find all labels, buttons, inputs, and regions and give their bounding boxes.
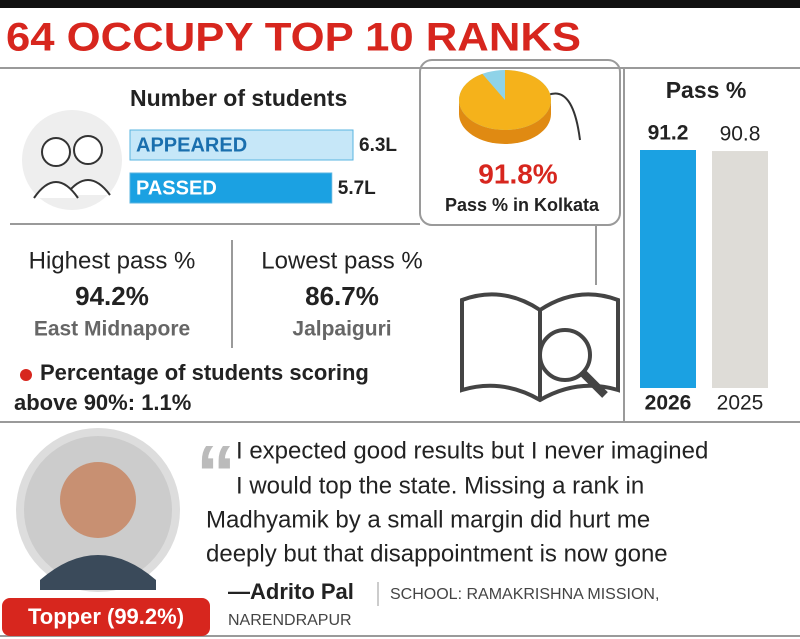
bar [129,129,354,161]
pie-slice [458,70,552,130]
quote-line: Madhyamik by a small margin did hurt me [206,506,650,533]
photo-face [60,462,136,538]
title: 64 OCCUPY TOP 10 RANKS [6,16,581,60]
quote-line: I expected good results but I never imag… [236,437,708,464]
pie-value-label: 91.8% [478,158,557,189]
highest-label: Highest pass % [29,247,196,274]
bar [712,151,768,388]
lowest-value: 86.7% [305,281,379,311]
above90: Percentage of students scoring above 90%… [14,358,434,418]
top-strip [0,0,800,8]
bar-category: APPEARED [136,134,247,156]
students-title: Number of students [130,85,347,111]
pie-label: Pass % in Kolkata [445,195,600,215]
quote-line: I would top the state. Missing a rank in [236,472,644,499]
badge-text: Topper (99.2%) [28,604,184,629]
quote-mark: “ [196,429,236,518]
value-label: 91.2 [648,122,689,145]
highest-district: East Midnapore [34,318,190,341]
school: SCHOOL: RAMAKRISHNA MISSION, [390,586,659,603]
author: —Adrito Pal [228,579,354,604]
pie-arrow [547,92,581,141]
value-label: 6.3L [359,135,397,156]
pass-title: Pass % [666,77,747,103]
value-label: 5.7L [338,178,376,199]
lowest-label: Lowest pass % [261,247,422,274]
badge [2,598,210,636]
photo-body [40,555,156,590]
quote-line: deeply but that disappointment is now go… [206,540,668,567]
bullet [20,369,32,381]
above90-label: Percentage of students scoring above 90%… [14,360,369,415]
people-icon [22,110,122,210]
x-tick-label: 2026 [645,392,692,415]
lowest-district: Jalpaiguri [292,318,391,341]
bar [129,172,333,204]
above90-value: 1.1% [141,390,192,415]
above90-box: Percentage of students scoring above 90%… [14,358,434,418]
highest-value: 94.2% [75,281,149,311]
x-tick-label: 2025 [717,392,764,415]
school: NARENDRAPUR [228,612,352,629]
bar [640,150,696,388]
value-label: 90.8 [720,123,761,146]
book-icon [460,292,620,403]
bar-category: PASSED [136,177,217,199]
